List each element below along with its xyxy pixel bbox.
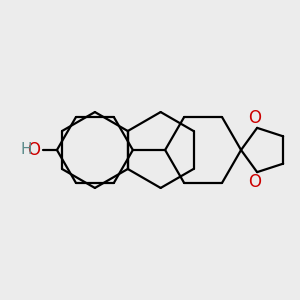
Text: O: O [248,109,261,127]
Text: H: H [20,142,32,157]
Text: O: O [27,141,40,159]
Text: O: O [248,173,261,191]
